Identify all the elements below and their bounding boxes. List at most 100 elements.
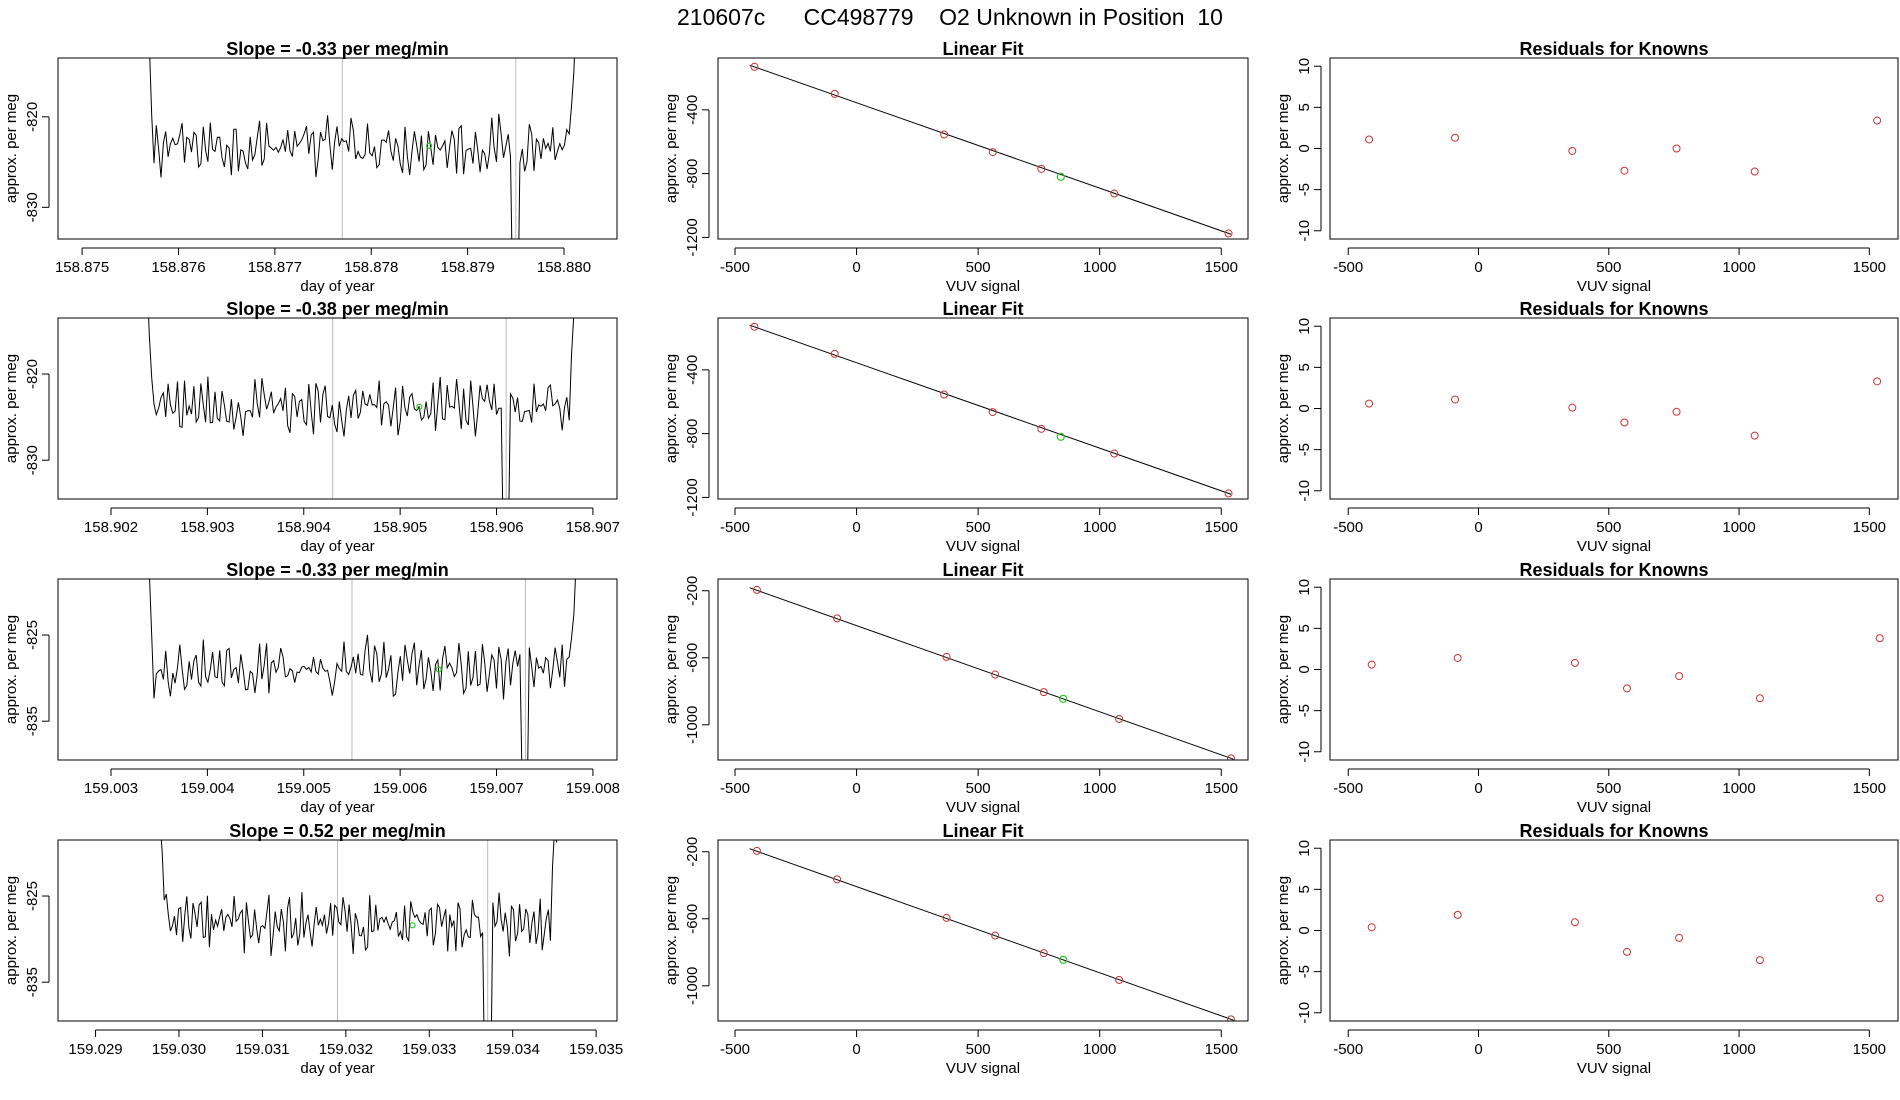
plot-frame [717, 317, 1249, 500]
y-tick-label: -200 [684, 576, 701, 606]
y-tick-label: 10 [1296, 58, 1313, 75]
panel-timeseries-2: 159.003 159.004 159.005 159.006 159.007 159.0… [3, 560, 620, 816]
x-tick-label: 158.875 [55, 259, 109, 276]
x-axis-label: day of year [300, 799, 374, 816]
x-axis-label: VUV signal [946, 799, 1020, 816]
residual-point [1365, 399, 1374, 408]
known-standard-point [1115, 975, 1124, 984]
y-axis-label: approx. per meg [3, 94, 20, 203]
unknown-sample-point [435, 666, 442, 673]
known-standard-point [1037, 424, 1046, 433]
x-tick-label: 1000 [1722, 780, 1755, 797]
panel-title: Linear Fit [942, 560, 1023, 580]
plot-area [149, 579, 576, 760]
y-tick-label: -400 [684, 355, 701, 385]
residual-point [1570, 658, 1579, 667]
y-axis-label: approx. per meg [1275, 94, 1292, 203]
panel-residuals-3: -500 0 500 1000 1500 VUV signal 10 5 0 -5 -10appro… [1275, 821, 1899, 1077]
known-standard-point [1226, 1015, 1235, 1021]
x-tick-label: 158.876 [151, 259, 205, 276]
x-tick-label: 500 [1596, 1041, 1621, 1058]
known-standard-point [1110, 189, 1119, 198]
panel-title: Linear Fit [942, 39, 1023, 59]
panel-timeseries-0: 158.875 158.876 158.877 158.878 158.879 158.8… [3, 39, 618, 295]
residual-point [1672, 144, 1681, 153]
residual-point [1451, 133, 1460, 142]
known-standard-point [830, 349, 839, 358]
y-tick-label: -10 [1296, 480, 1313, 502]
known-standard-point [1039, 688, 1048, 697]
residual-point [1453, 910, 1462, 919]
x-tick-label: 158.905 [373, 519, 427, 536]
known-standard-point [1115, 714, 1124, 723]
known-standard-point [1226, 754, 1235, 760]
unknown-sample-point [1059, 694, 1068, 703]
x-tick-label: -500 [1333, 259, 1363, 276]
x-tick-label: 1000 [1083, 780, 1116, 797]
known-standard-point [940, 130, 949, 139]
plot-frame [717, 57, 1249, 240]
x-tick-label: 159.030 [152, 1041, 206, 1058]
y-tick-label: -10 [1296, 1002, 1313, 1024]
y-tick-label: -800 [684, 159, 701, 189]
known-standard-point [988, 408, 997, 417]
y-tick-label: -825 [24, 881, 41, 911]
y-tick-label: 5 [1296, 624, 1313, 632]
signal-trace [148, 318, 575, 499]
residual-point [1620, 418, 1629, 427]
y-axis-label: approx. per meg [663, 354, 680, 463]
x-axis-label: VUV signal [1577, 278, 1651, 295]
y-tick-label: -10 [1296, 741, 1313, 763]
x-tick-label: 0 [852, 519, 860, 536]
y-tick-label: 0 [1296, 144, 1313, 152]
x-tick-label: 159.006 [373, 780, 427, 797]
signal-trace [149, 579, 576, 760]
x-axis-label: VUV signal [946, 538, 1020, 555]
residual-point [1675, 672, 1684, 681]
x-tick-label: 159.003 [84, 780, 138, 797]
x-tick-label: 1000 [1722, 519, 1755, 536]
y-axis-label: approx. per meg [1275, 615, 1292, 724]
x-tick-label: 159.035 [569, 1041, 623, 1058]
known-standard-point [1037, 164, 1046, 173]
x-tick-label: 158.878 [344, 259, 398, 276]
x-tick-label: -500 [1333, 519, 1363, 536]
panel-linear_fit-1: -500 0 500 1000 1500 VUV signal -400 -800 -1200a… [663, 299, 1249, 555]
x-axis-label: VUV signal [946, 278, 1020, 295]
residual-point [1568, 146, 1577, 155]
known-standard-point [988, 148, 997, 157]
panel-linear_fit-2: -500 0 500 1000 1500 VUV signal -200 -600 -1000a… [663, 560, 1249, 816]
y-tick-label: -600 [684, 643, 701, 673]
x-tick-label: 158.906 [469, 519, 523, 536]
plot-area [148, 318, 575, 499]
residual-point [1453, 653, 1462, 662]
unknown-sample-point [1056, 432, 1065, 441]
y-tick-label: 10 [1296, 840, 1313, 857]
x-tick-label: 159.031 [235, 1041, 289, 1058]
known-standard-point [750, 322, 759, 331]
panel-title: Linear Fit [942, 299, 1023, 319]
x-tick-label: 158.879 [440, 259, 494, 276]
x-tick-label: 1500 [1853, 519, 1886, 536]
panel-title: Slope = -0.33 per meg/min [226, 39, 449, 59]
y-tick-label: 0 [1296, 665, 1313, 673]
plot-area [1365, 377, 1882, 440]
panel-linear_fit-0: -500 0 500 1000 1500 VUV signal -400 -800 -1200a… [663, 39, 1249, 295]
known-standard-point [940, 390, 949, 399]
x-tick-label: -500 [720, 519, 750, 536]
plot-frame [1329, 317, 1899, 500]
known-standard-point [830, 89, 839, 98]
known-standard-point [750, 62, 759, 71]
plot-area [749, 846, 1235, 1021]
y-tick-label: 0 [1296, 926, 1313, 934]
panel-residuals-1: -500 0 500 1000 1500 VUV signal 10 5 0 -5 -10appro… [1275, 299, 1899, 555]
y-axis-label: approx. per meg [1275, 354, 1292, 463]
residual-point [1623, 947, 1632, 956]
panel-title: Linear Fit [942, 821, 1023, 841]
y-tick-label: 5 [1296, 363, 1313, 371]
plot-frame [717, 578, 1249, 761]
x-tick-label: 159.029 [68, 1041, 122, 1058]
x-tick-label: 159.034 [486, 1041, 540, 1058]
x-axis-label: VUV signal [1577, 799, 1651, 816]
